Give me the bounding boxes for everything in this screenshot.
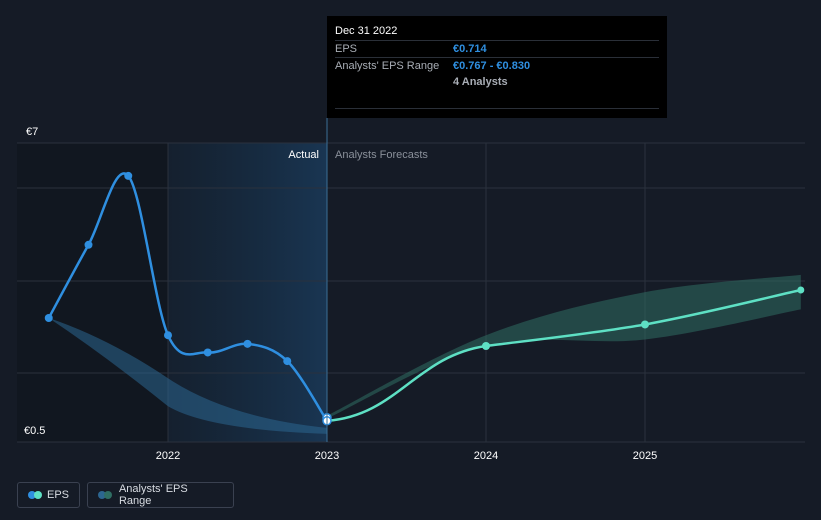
- x-tick-label: 2022: [156, 450, 180, 462]
- x-tick-label: 2025: [633, 450, 657, 462]
- eps-forecast-line: [326, 288, 802, 423]
- eps-actual-point[interactable]: [44, 314, 53, 322]
- tooltip-analysts: 4 Analysts: [453, 76, 508, 88]
- range-band-forecast: [327, 274, 801, 419]
- range-bands: [48, 274, 801, 434]
- eps-actual-point[interactable]: [164, 331, 172, 340]
- range-legend-icon: [98, 491, 112, 499]
- eps-actual-point[interactable]: [203, 348, 212, 357]
- pre-period-shade: [17, 143, 168, 442]
- x-axis-ticks: 2022 2023 2024 2025: [156, 450, 657, 462]
- legend-eps-button[interactable]: EPS: [17, 482, 80, 508]
- tooltip-eps-label: EPS: [335, 43, 358, 55]
- legend-range-label: Analysts' EPS Range: [118, 483, 188, 507]
- legend-range-button[interactable]: Analysts' EPS Range: [87, 482, 234, 508]
- tooltip-divider: [335, 108, 659, 109]
- tooltip-range-row: Analysts' EPS Range €0.767 - €0.830: [335, 57, 659, 75]
- eps-forecast-point[interactable]: [641, 320, 649, 329]
- tooltip-range-label: Analysts' EPS Range: [335, 60, 440, 72]
- y-top-label: €7: [26, 126, 38, 138]
- eps-actual-point[interactable]: [243, 339, 252, 348]
- forecast-label: Analysts Forecasts: [335, 149, 428, 161]
- range-band-actual: [48, 318, 327, 434]
- eps-legend-icon: [28, 491, 42, 499]
- eps-actual-point[interactable]: [124, 171, 133, 180]
- y-bottom-label: €0.5: [24, 425, 45, 437]
- tooltip-date: Dec 31 2022: [335, 25, 398, 37]
- tooltip-range-value: €0.767 - €0.830: [453, 60, 531, 72]
- legend-eps-label: EPS: [46, 489, 69, 501]
- eps-actual-point[interactable]: [283, 357, 292, 366]
- x-tick-label: 2024: [474, 450, 498, 462]
- tooltip-analysts-row: 4 Analysts: [335, 74, 659, 91]
- eps-forecast-point[interactable]: [797, 286, 805, 294]
- eps-forecast-point[interactable]: [482, 342, 490, 350]
- tooltip-eps-value: €0.714: [453, 43, 487, 55]
- eps-actual-point[interactable]: [84, 240, 93, 249]
- actual-label: Actual: [288, 149, 319, 161]
- tooltip-eps-row: EPS €0.714: [335, 40, 659, 58]
- x-tick-label: 2023: [315, 450, 339, 462]
- actual-period-shade: [168, 143, 327, 442]
- hover-tooltip: Dec 31 2022 EPS €0.714 Analysts' EPS Ran…: [327, 16, 667, 118]
